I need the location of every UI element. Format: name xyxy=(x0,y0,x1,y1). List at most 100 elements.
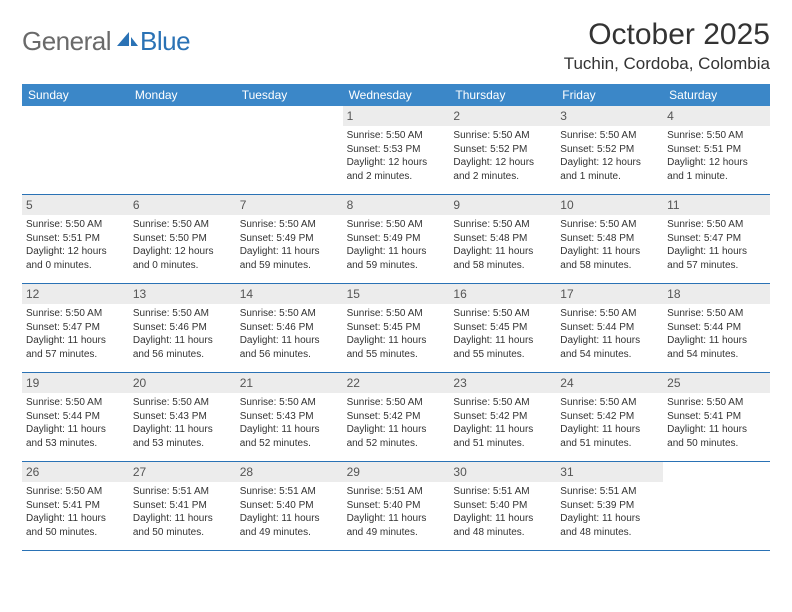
daylight-line: Daylight: 12 hours and 2 minutes. xyxy=(347,156,446,183)
daylight-line: Daylight: 11 hours and 59 minutes. xyxy=(240,245,339,272)
day-number: 28 xyxy=(236,462,343,482)
day-details: Sunrise: 5:50 AMSunset: 5:44 PMDaylight:… xyxy=(667,307,766,361)
day-of-week-header: SundayMondayTuesdayWednesdayThursdayFrid… xyxy=(22,84,770,106)
day-details: Sunrise: 5:50 AMSunset: 5:44 PMDaylight:… xyxy=(560,307,659,361)
daylight-line: Daylight: 11 hours and 48 minutes. xyxy=(453,512,552,539)
day-cell: 21 Sunrise: 5:50 AMSunset: 5:43 PMDayligh… xyxy=(236,373,343,461)
sunset-line: Sunset: 5:45 PM xyxy=(453,321,552,335)
day-number: 25 xyxy=(663,373,770,393)
day-details: Sunrise: 5:50 AMSunset: 5:41 PMDaylight:… xyxy=(667,396,766,450)
sunset-line: Sunset: 5:41 PM xyxy=(667,410,766,424)
day-cell: 28Sunrise: 5:51 AMSunset: 5:40 PMDayligh… xyxy=(236,462,343,550)
day-cell: 30Sunrise: 5:51 AMSunset: 5:40 PMDayligh… xyxy=(449,462,556,550)
day-details: Sunrise: 5:50 AMSunset: 5:52 PMDaylight:… xyxy=(453,129,552,183)
day-cell xyxy=(663,462,770,550)
daylight-line: Daylight: 12 hours and 1 minute. xyxy=(560,156,659,183)
sunset-line: Sunset: 5:53 PM xyxy=(347,143,446,157)
daylight-line: Daylight: 12 hours and 2 minutes. xyxy=(453,156,552,183)
week-row: 19Sunrise: 5:50 AMSunset: 5:44 PMDayligh… xyxy=(22,373,770,462)
day-number: 6 xyxy=(129,195,236,215)
day-cell: 1 Sunrise: 5:50 AMSunset: 5:53 PMDaylight… xyxy=(343,106,450,194)
day-cell: 26Sunrise: 5:50 AMSunset: 5:41 PMDayligh… xyxy=(22,462,129,550)
sunrise-line: Sunrise: 5:50 AM xyxy=(560,396,659,410)
day-cell xyxy=(22,106,129,194)
day-cell: 23 Sunrise: 5:50 AMSunset: 5:42 PMDayligh… xyxy=(449,373,556,461)
sunset-line: Sunset: 5:44 PM xyxy=(667,321,766,335)
sunrise-line: Sunrise: 5:51 AM xyxy=(347,485,446,499)
day-details: Sunrise: 5:50 AMSunset: 5:51 PMDaylight:… xyxy=(26,218,125,272)
day-number: 31 xyxy=(556,462,663,482)
day-number: 15 xyxy=(343,284,450,304)
day-cell: 9Sunrise: 5:50 AMSunset: 5:48 PMDaylight… xyxy=(449,195,556,283)
sunset-line: Sunset: 5:48 PM xyxy=(560,232,659,246)
sunset-line: Sunset: 5:50 PM xyxy=(133,232,232,246)
sunrise-line: Sunrise: 5:50 AM xyxy=(347,218,446,232)
day-cell: 20Sunrise: 5:50 AMSunset: 5:43 PMDayligh… xyxy=(129,373,236,461)
day-details: Sunrise: 5:50 AMSunset: 5:46 PMDaylight:… xyxy=(133,307,232,361)
sunset-line: Sunset: 5:41 PM xyxy=(26,499,125,513)
daylight-line: Daylight: 11 hours and 50 minutes. xyxy=(133,512,232,539)
day-details: Sunrise: 5:51 AMSunset: 5:41 PMDaylight:… xyxy=(133,485,232,539)
daylight-line: Daylight: 12 hours and 0 minutes. xyxy=(133,245,232,272)
day-cell xyxy=(236,106,343,194)
sunset-line: Sunset: 5:51 PM xyxy=(26,232,125,246)
sunrise-line: Sunrise: 5:50 AM xyxy=(667,396,766,410)
daylight-line: Daylight: 11 hours and 50 minutes. xyxy=(667,423,766,450)
sunset-line: Sunset: 5:40 PM xyxy=(453,499,552,513)
sunrise-line: Sunrise: 5:50 AM xyxy=(453,218,552,232)
day-number: 2 xyxy=(449,106,556,126)
logo-text-general: General xyxy=(22,26,111,57)
daylight-line: Daylight: 11 hours and 52 minutes. xyxy=(347,423,446,450)
day-details: Sunrise: 5:50 AMSunset: 5:43 PMDaylight:… xyxy=(240,396,339,450)
day-cell: 18Sunrise: 5:50 AMSunset: 5:44 PMDayligh… xyxy=(663,284,770,372)
daylight-line: Daylight: 12 hours and 0 minutes. xyxy=(26,245,125,272)
day-number: 29 xyxy=(343,462,450,482)
sunrise-line: Sunrise: 5:50 AM xyxy=(347,129,446,143)
week-row: 5Sunrise: 5:50 AMSunset: 5:51 PMDaylight… xyxy=(22,195,770,284)
day-number: 16 xyxy=(449,284,556,304)
sunrise-line: Sunrise: 5:50 AM xyxy=(133,307,232,321)
sunrise-line: Sunrise: 5:50 AM xyxy=(133,396,232,410)
daylight-line: Daylight: 11 hours and 55 minutes. xyxy=(453,334,552,361)
sunset-line: Sunset: 5:51 PM xyxy=(667,143,766,157)
day-number: 19 xyxy=(22,373,129,393)
sunrise-line: Sunrise: 5:50 AM xyxy=(560,307,659,321)
location-text: Tuchin, Cordoba, Colombia xyxy=(564,54,770,74)
day-details: Sunrise: 5:50 AMSunset: 5:45 PMDaylight:… xyxy=(347,307,446,361)
day-details: Sunrise: 5:50 AMSunset: 5:43 PMDaylight:… xyxy=(133,396,232,450)
sunrise-line: Sunrise: 5:50 AM xyxy=(240,307,339,321)
sunset-line: Sunset: 5:47 PM xyxy=(26,321,125,335)
day-number: 21 xyxy=(236,373,343,393)
day-cell: 3Sunrise: 5:50 AMSunset: 5:52 PMDaylight… xyxy=(556,106,663,194)
day-number: 23 xyxy=(449,373,556,393)
day-details: Sunrise: 5:50 AMSunset: 5:46 PMDaylight:… xyxy=(240,307,339,361)
sunset-line: Sunset: 5:52 PM xyxy=(453,143,552,157)
day-number: 8 xyxy=(343,195,450,215)
day-cell: 17 Sunrise: 5:50 AMSunset: 5:44 PMDayligh… xyxy=(556,284,663,372)
day-details: Sunrise: 5:51 AMSunset: 5:39 PMDaylight:… xyxy=(560,485,659,539)
day-cell: 19Sunrise: 5:50 AMSunset: 5:44 PMDayligh… xyxy=(22,373,129,461)
day-number: 1 xyxy=(343,106,450,126)
day-details: Sunrise: 5:50 AMSunset: 5:53 PMDaylight:… xyxy=(347,129,446,183)
day-details: Sunrise: 5:50 AMSunset: 5:42 PMDaylight:… xyxy=(453,396,552,450)
dow-cell: Saturday xyxy=(663,84,770,106)
sunset-line: Sunset: 5:42 PM xyxy=(347,410,446,424)
daylight-line: Daylight: 12 hours and 1 minute. xyxy=(667,156,766,183)
day-details: Sunrise: 5:50 AMSunset: 5:42 PMDaylight:… xyxy=(347,396,446,450)
sunset-line: Sunset: 5:49 PM xyxy=(240,232,339,246)
day-details: Sunrise: 5:51 AMSunset: 5:40 PMDaylight:… xyxy=(453,485,552,539)
week-row: 12Sunrise: 5:50 AMSunset: 5:47 PMDayligh… xyxy=(22,284,770,373)
day-number: 14 xyxy=(236,284,343,304)
day-cell: 8Sunrise: 5:50 AMSunset: 5:49 PMDaylight… xyxy=(343,195,450,283)
day-details: Sunrise: 5:50 AMSunset: 5:49 PMDaylight:… xyxy=(240,218,339,272)
daylight-line: Daylight: 11 hours and 51 minutes. xyxy=(560,423,659,450)
daylight-line: Daylight: 11 hours and 54 minutes. xyxy=(560,334,659,361)
weeks-container: 1Sunrise: 5:50 AMSunset: 5:53 PMDaylight… xyxy=(22,106,770,551)
daylight-line: Daylight: 11 hours and 59 minutes. xyxy=(347,245,446,272)
day-number: 17 xyxy=(556,284,663,304)
daylight-line: Daylight: 11 hours and 55 minutes. xyxy=(347,334,446,361)
day-details: Sunrise: 5:50 AMSunset: 5:52 PMDaylight:… xyxy=(560,129,659,183)
day-details: Sunrise: 5:50 AMSunset: 5:45 PMDaylight:… xyxy=(453,307,552,361)
day-cell: 5Sunrise: 5:50 AMSunset: 5:51 PMDaylight… xyxy=(22,195,129,283)
dow-cell: Friday xyxy=(556,84,663,106)
